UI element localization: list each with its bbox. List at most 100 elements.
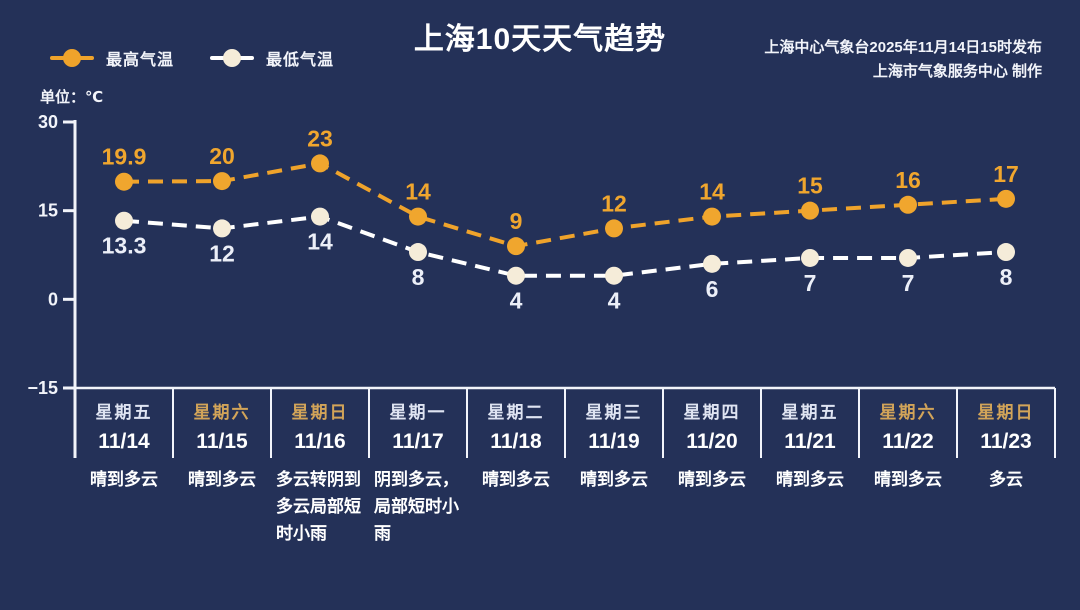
high-temp-dot (311, 154, 329, 173)
chart-legend: 最高气温 最低气温 (50, 46, 334, 70)
low-temp-dot (997, 243, 1015, 262)
weekday-label: 星期六 (879, 403, 937, 422)
weather-label: 多云 (989, 470, 1023, 489)
low-temp-value-label: 8 (1000, 264, 1013, 290)
credits: 上海中心气象台2025年11月14日15时发布 上海市气象服务中心 制作 (764, 36, 1042, 84)
weekday-label: 星期四 (683, 403, 741, 422)
date-label: 11/15 (196, 430, 248, 453)
low-temp-value-label: 14 (307, 229, 333, 255)
weather-label: 晴到多云 (90, 470, 158, 489)
weather-label: 晴到多云 (188, 470, 256, 489)
low-temp-value-label: 12 (209, 240, 235, 266)
low-temp-value-label: 7 (902, 270, 915, 296)
y-tick-label: 0 (48, 289, 58, 309)
high-temp-value-label: 15 (797, 173, 823, 199)
weather-label: 晴到多云 (874, 470, 942, 489)
weekday-label: 星期五 (95, 403, 153, 422)
y-tick-label: 30 (38, 112, 58, 132)
date-label: 11/17 (392, 430, 444, 453)
low-temp-dot (703, 254, 721, 273)
weather-label: 多云转阴到多云局部短时小雨 (276, 470, 361, 543)
day-column: 星期日 11/23 多云 (957, 392, 1055, 547)
day-column: 星期日 11/16 多云转阴到多云局部短时小雨 (271, 392, 369, 547)
credits-line1: 上海中心气象台2025年11月14日15时发布 (764, 39, 1042, 56)
high-temp-dot (899, 195, 917, 214)
high-temp-dot (997, 189, 1015, 208)
weekday-label: 星期三 (585, 403, 643, 422)
legend-label-high: 最高气温 (106, 52, 175, 69)
unit-label: 单位：℃ (40, 89, 104, 106)
high-temp-value-label: 20 (209, 143, 235, 169)
low-temp-value-label: 13.3 (102, 233, 147, 259)
high-temp-value-label: 16 (895, 167, 921, 193)
legend-label-low: 最低气温 (266, 52, 335, 69)
day-column: 星期六 11/22 晴到多云 (859, 392, 957, 547)
low-temp-value-label: 6 (706, 276, 719, 302)
date-label: 11/21 (784, 430, 836, 453)
low-temp-line (123, 214, 1007, 278)
y-tick-label: 15 (38, 201, 58, 221)
low-temp-dot (409, 243, 427, 262)
low-temp-dot (801, 248, 819, 267)
day-column: 星期三 11/19 晴到多云 (565, 392, 663, 547)
weather-label: 阴到多云，局部短时小雨 (374, 470, 459, 543)
legend-item-low-temp: 最低气温 (210, 46, 334, 70)
weekday-label: 星期日 (977, 403, 1035, 422)
low-temp-value-label: 4 (608, 288, 621, 314)
date-label: 11/22 (882, 430, 934, 453)
high-temp-value-label: 19.9 (102, 144, 147, 170)
high-temp-dot (801, 201, 819, 220)
legend-item-high-temp: 最高气温 (50, 46, 174, 70)
low-temp-dot (115, 211, 133, 230)
date-label: 11/16 (294, 430, 346, 453)
low-temp-dot (311, 207, 329, 226)
low-temp-value-label: 8 (412, 264, 425, 290)
high-temp-value-label: 14 (699, 179, 725, 205)
weather-label: 晴到多云 (776, 470, 844, 489)
y-tick-label: −15 (27, 378, 58, 398)
high-temp-value-label: 23 (307, 125, 333, 151)
low-temp-dot (507, 266, 525, 285)
high-temp-dot (507, 237, 525, 256)
weather-label: 晴到多云 (580, 470, 648, 489)
weekday-label: 星期日 (291, 403, 349, 422)
high-temp-value-label: 14 (405, 179, 431, 205)
credits-line2: 上海市气象服务中心 制作 (872, 63, 1042, 80)
day-column: 星期五 11/21 晴到多云 (761, 392, 859, 547)
high-temp-dot-icon (63, 49, 81, 67)
date-label: 11/18 (490, 430, 542, 453)
high-temp-line (123, 161, 1007, 249)
date-label: 11/23 (980, 430, 1032, 453)
day-column: 星期五 11/14 晴到多云 (75, 392, 173, 547)
high-temp-dot (115, 172, 133, 191)
high-temp-dot (213, 172, 231, 191)
high-temp-legend-marker (50, 49, 94, 67)
high-temp-dot (703, 207, 721, 226)
low-temp-dot (899, 248, 917, 267)
low-temp-value-label: 4 (510, 288, 523, 314)
day-column: 星期一 11/17 阴到多云，局部短时小雨 (369, 392, 467, 547)
low-temp-dot (213, 219, 231, 238)
weather-label: 晴到多云 (482, 470, 550, 489)
weekday-label: 星期一 (389, 403, 447, 422)
weekday-label: 星期二 (487, 403, 545, 422)
high-temp-value-label: 9 (510, 208, 523, 234)
date-label: 11/14 (98, 430, 150, 453)
weekday-label: 星期五 (781, 403, 839, 422)
low-temp-dot (605, 266, 623, 285)
weather-label: 晴到多云 (678, 470, 746, 489)
high-temp-value-label: 17 (993, 161, 1019, 187)
date-label: 11/19 (588, 430, 640, 453)
weekday-label: 星期六 (193, 403, 251, 422)
date-label: 11/20 (686, 430, 738, 453)
high-temp-dot (605, 219, 623, 238)
high-temp-value-label: 12 (601, 190, 627, 216)
day-column: 星期四 11/20 晴到多云 (663, 392, 761, 547)
page-title: 上海10天天气趋势 (413, 23, 667, 56)
low-temp-value-label: 7 (804, 270, 817, 296)
low-temp-legend-marker (210, 49, 255, 67)
day-column: 星期六 11/15 晴到多云 (173, 392, 271, 547)
low-temp-dot-icon (223, 49, 242, 67)
